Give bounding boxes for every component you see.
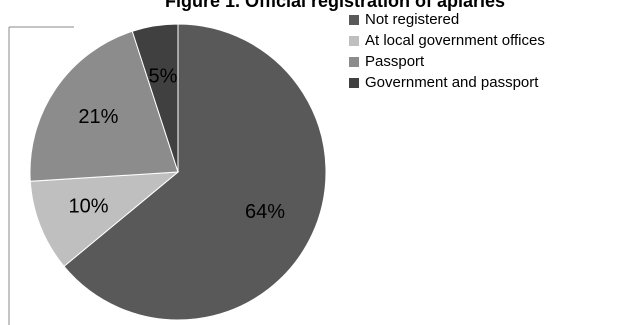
slice-label: 10%: [69, 196, 109, 218]
legend-item-passport: Passport: [349, 51, 545, 72]
legend-swatch: [349, 77, 359, 88]
pie-slice: [131, 23, 179, 173]
legend-label: Passport: [365, 53, 425, 70]
slice-label: 5%: [148, 65, 177, 87]
legend-swatch: [349, 35, 359, 46]
pie-slice: [29, 30, 179, 182]
legend-label: At local government offices: [365, 32, 545, 49]
legend-label: Government and passport: [365, 74, 539, 91]
legend-item-government-and-passport: Government and passport: [349, 72, 545, 93]
slice-label: 64%: [245, 201, 285, 223]
pie-slice: [63, 23, 327, 321]
legend: Not registered At local government offic…: [349, 9, 545, 93]
legend-swatch: [349, 14, 359, 25]
legend-label: Not registered: [365, 11, 460, 28]
legend-item-local-government: At local government offices: [349, 30, 545, 51]
pie-slice: [29, 171, 180, 268]
chart-title: Figure 1. Official registration of apiar…: [164, 0, 506, 11]
slice-label: 21%: [78, 106, 118, 128]
legend-swatch: [349, 56, 359, 67]
legend-item-not-registered: Not registered: [349, 9, 545, 30]
